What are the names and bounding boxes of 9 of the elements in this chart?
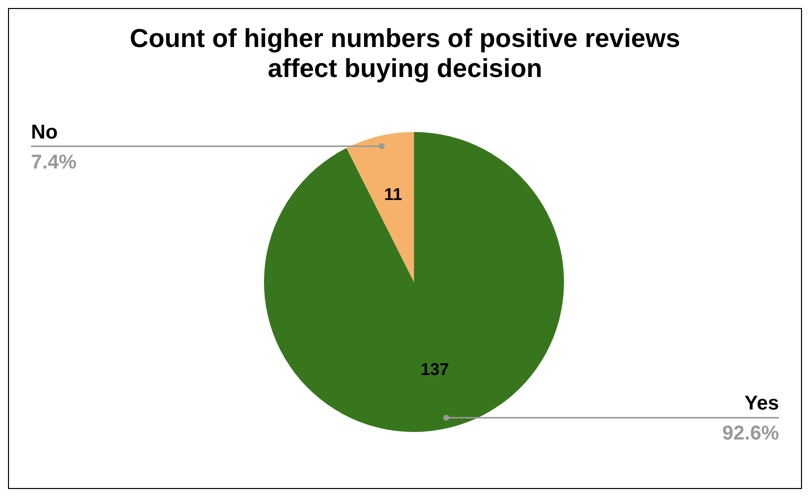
text: 7.4% <box>31 151 77 174</box>
text: 92.6% <box>722 422 780 445</box>
slice-label: No <box>31 121 58 144</box>
slice-label: Yes <box>744 392 779 415</box>
data-label: 11 <box>384 184 402 204</box>
pie-slice <box>346 132 414 282</box>
data-label: 137 <box>420 360 450 380</box>
chart-title: Count of higher numbers of positive reviews affect buying decision <box>128 23 682 85</box>
pie-slice <box>264 132 564 432</box>
